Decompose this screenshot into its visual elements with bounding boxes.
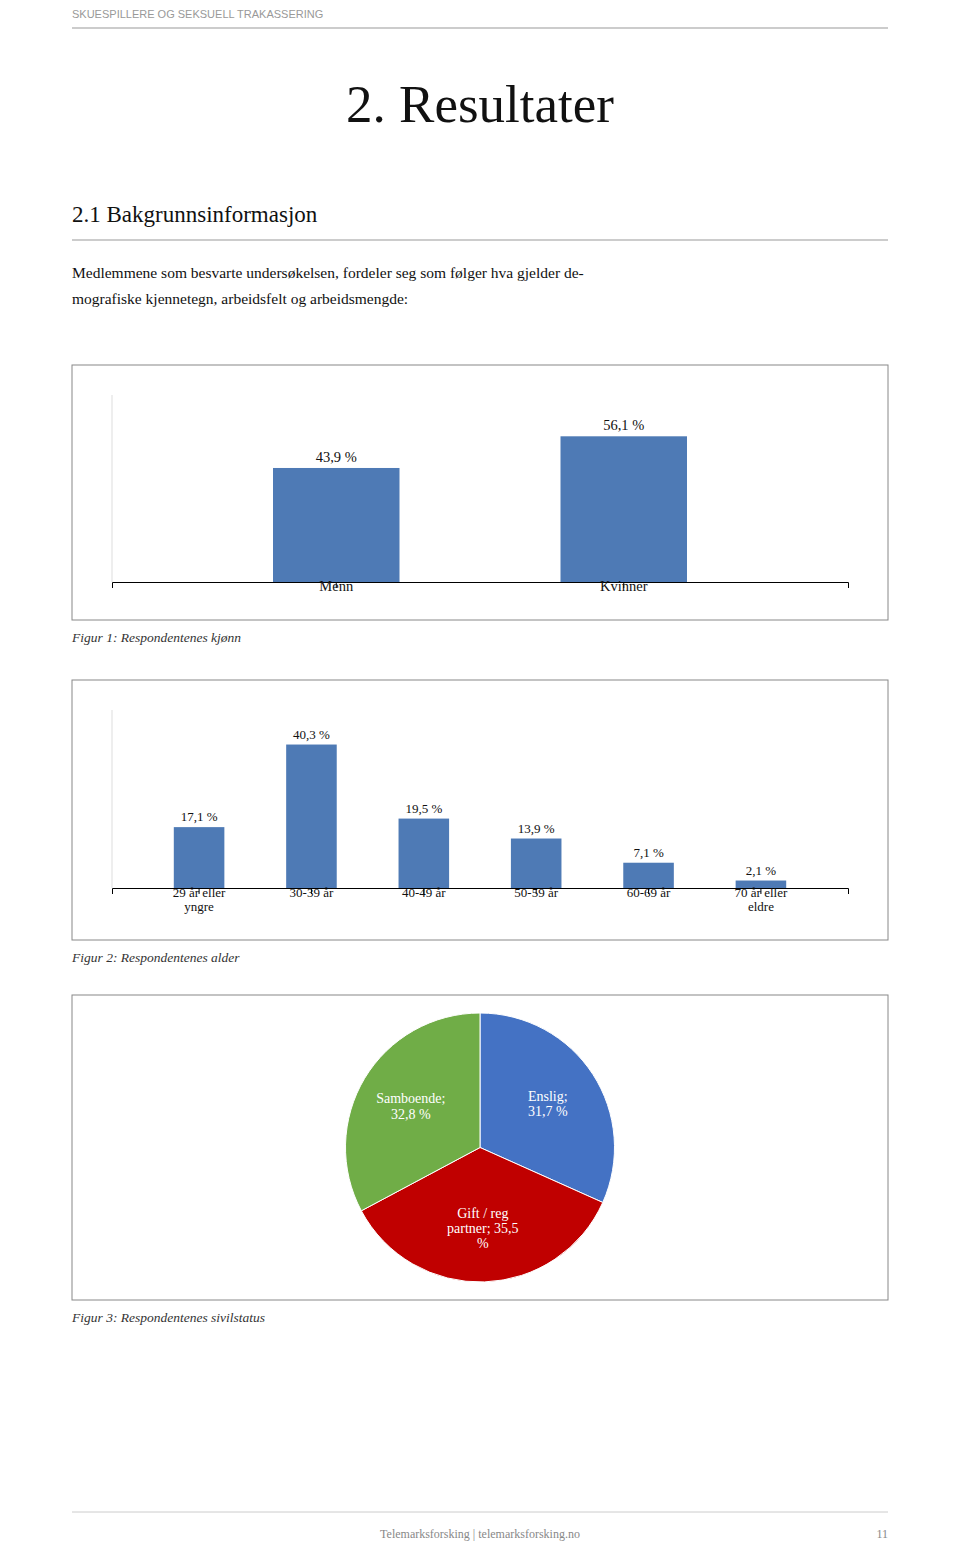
footer-rule bbox=[72, 1512, 888, 1513]
pie-slice bbox=[346, 1013, 481, 1211]
data-label: 2,1 % bbox=[746, 863, 777, 878]
data-label: 43,9 % bbox=[316, 449, 357, 465]
bars bbox=[174, 745, 786, 888]
x-tick: 50-59 år bbox=[514, 885, 558, 900]
page-title: SKUESPILLERE OG SEKSUELL TRAKASSERING bbox=[72, 8, 323, 20]
bars bbox=[273, 436, 687, 582]
x-axis: 29 år elleryngre 30-39 år 40-49 år 50-59 år… bbox=[113, 885, 849, 914]
header-rule bbox=[72, 28, 888, 29]
figcaption: Figur 1: Respondentenes kjønn bbox=[71, 630, 241, 645]
bar bbox=[273, 468, 400, 582]
bar bbox=[286, 745, 337, 888]
data-label: 19,5 % bbox=[405, 801, 442, 816]
x-tick: Kvinner bbox=[600, 578, 648, 594]
x-tick-label: 29 år elleryngre bbox=[173, 885, 226, 914]
x-tick-label: 70 år ellereldre bbox=[735, 885, 788, 914]
figcaption: Figur 3: Respondentenes sivilstatus bbox=[71, 1310, 265, 1325]
x-tick-label: 30-39 år bbox=[290, 885, 334, 900]
x-tick-label: Kvinner bbox=[600, 578, 648, 594]
chart-box bbox=[72, 995, 888, 1300]
data-label: 40,3 % bbox=[293, 727, 330, 742]
chart-box bbox=[72, 680, 888, 940]
x-tick: 30-39 år bbox=[290, 885, 334, 900]
y-axis-line bbox=[112, 395, 113, 582]
x-tick-label: 50-59 år bbox=[514, 885, 558, 900]
data-label: Enslig;31,7 % bbox=[528, 1089, 568, 1119]
page: SKUESPILLERE OG SEKSUELL TRAKASSERING 2. … bbox=[0, 0, 960, 1555]
bar bbox=[511, 839, 562, 888]
chart-2: 29 år elleryngre 30-39 år 40-49 år 50-59 år… bbox=[71, 680, 888, 965]
bar bbox=[399, 819, 450, 888]
x-axis-line bbox=[113, 583, 849, 589]
x-axis: Menn Kvinner bbox=[113, 578, 849, 594]
y-axis-line bbox=[112, 710, 113, 888]
data-label: 56,1 % bbox=[603, 417, 644, 433]
x-tick-label: 60-69 år bbox=[627, 885, 671, 900]
figcaption: Figur 2: Respondentenes alder bbox=[71, 950, 240, 965]
data-labels: 17,1 % 40,3 % 19,5 % 13,9 % 7,1 % 2,1 % bbox=[181, 727, 777, 878]
body-text: mografiske kjennetegn, arbeidsfelt og ar… bbox=[72, 290, 408, 307]
footer-text: Telemarksforsking | telemarksforsking.no bbox=[380, 1527, 580, 1541]
data-label: 7,1 % bbox=[633, 845, 664, 860]
data-label: 13,9 % bbox=[518, 821, 555, 836]
chart-3: Enslig;31,7 % Gift / regpartner; 35,5% Sam… bbox=[71, 995, 888, 1325]
body-text: Medlemmene som besvarte undersøkelsen, f… bbox=[72, 264, 584, 281]
data-label: 17,1 % bbox=[181, 809, 218, 824]
page-number: 11 bbox=[876, 1527, 888, 1541]
x-tick: 60-69 år bbox=[627, 885, 671, 900]
section-title: 2. Resultater bbox=[346, 75, 614, 133]
subsection-title: 2.1 Bakgrunnsinformasjon bbox=[72, 202, 318, 227]
bar bbox=[174, 827, 225, 888]
data-label: Gift / regpartner; 35,5% bbox=[447, 1206, 519, 1252]
pie: Enslig;31,7 % Gift / regpartner; 35,5% Sam… bbox=[346, 1013, 615, 1282]
data-labels: 43,9 % 56,1 % bbox=[316, 417, 645, 465]
x-tick: 29 år elleryngre bbox=[173, 885, 226, 914]
x-tick: 70 år ellereldre bbox=[735, 885, 788, 914]
x-tick: 40-49 år bbox=[402, 885, 446, 900]
chart-box bbox=[72, 365, 888, 620]
x-tick-label: 40-49 år bbox=[402, 885, 446, 900]
subsection-rule bbox=[72, 240, 888, 241]
x-tick: Menn bbox=[319, 578, 354, 594]
bar bbox=[561, 436, 688, 582]
data-label: Samboende;32,8 % bbox=[376, 1091, 445, 1121]
chart-1: Menn Kvinner 43,9 % 56,1 % Figur 1: Responde… bbox=[71, 365, 888, 645]
x-tick-label: Menn bbox=[319, 578, 354, 594]
